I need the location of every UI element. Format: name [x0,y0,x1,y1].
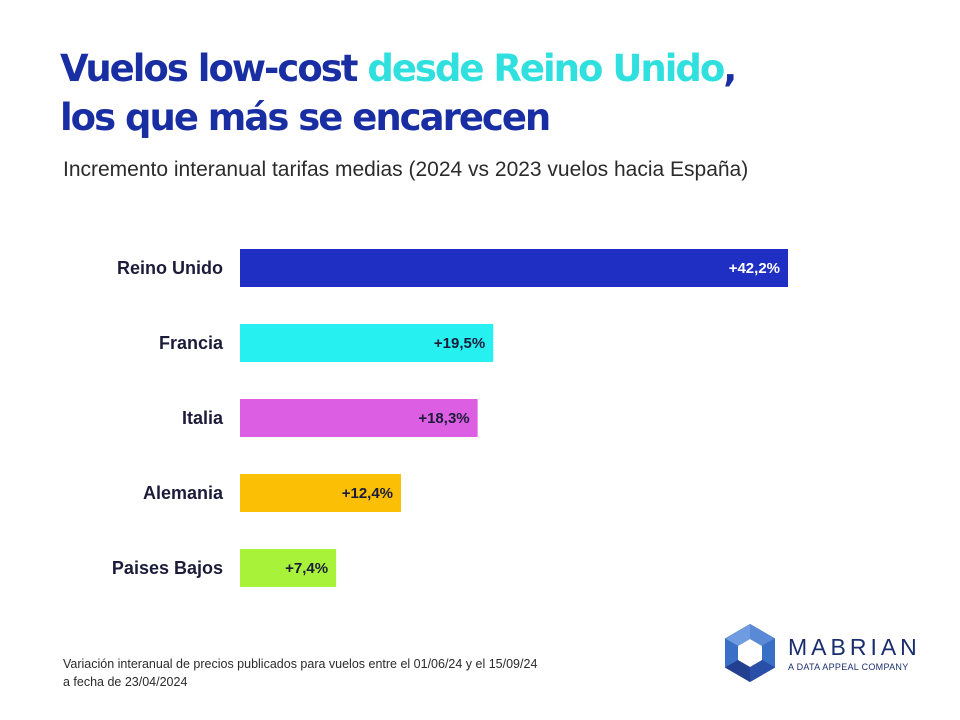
category-label-1: Francia [159,333,224,353]
bar-2 [240,399,478,437]
category-label-3: Alemania [143,483,224,503]
footnote-line-2: a fecha de 23/04/2024 [63,675,188,689]
category-label-2: Italia [182,408,224,428]
bar-1 [240,324,494,362]
value-label-2: +18,3% [418,410,469,427]
title-line-2: los que más se encarecen [60,96,551,139]
title-part-3: , [723,47,737,90]
category-label-0: Reino Unido [117,258,223,278]
value-label-1: +19,5% [434,335,485,352]
chart-subtitle: Incremento interanual tarifas medias (20… [63,158,749,181]
logo-wordmark: MABRIAN [788,634,921,660]
logo-tagline: A DATA APPEAL COMPANY [788,662,909,672]
bar-0 [240,249,788,287]
mabrian-logo: MABRIAN A DATA APPEAL COMPANY [722,622,932,686]
category-label-4: Paises Bajos [112,558,223,578]
title-part-1: Vuelos low-cost [60,47,368,90]
chart-title: Vuelos low-cost desde Reino Unido, los q… [60,44,920,142]
footnote: Variación interanual de precios publicad… [63,655,537,691]
value-label-4: +7,4% [285,560,328,577]
value-label-0: +42,2% [729,260,780,277]
logo-mark-icon [725,624,775,682]
bar-3 [240,474,402,512]
value-label-3: +12,4% [342,485,393,502]
bar-4 [240,549,337,587]
footnote-line-1: Variación interanual de precios publicad… [63,657,538,671]
title-part-2: desde Reino Unido [367,47,725,90]
